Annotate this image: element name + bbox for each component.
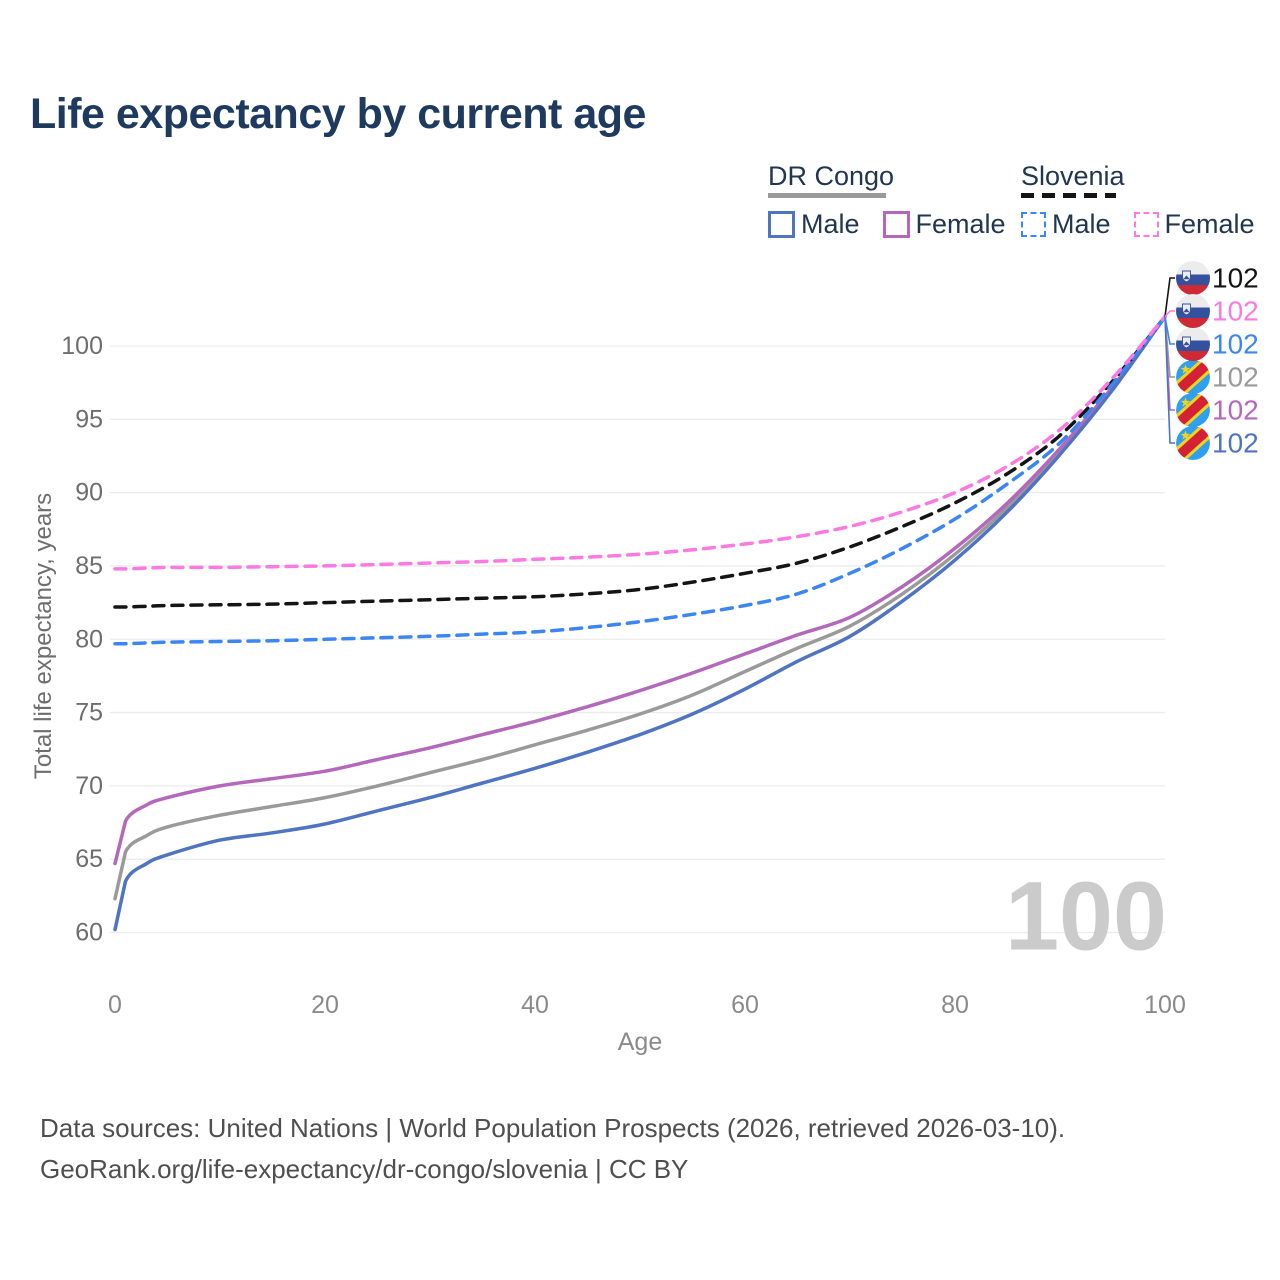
end-label-connector <box>1164 316 1175 345</box>
slovenia-flag-icon <box>1176 261 1210 295</box>
legend-group-title: Slovenia <box>1021 161 1125 191</box>
legend-item-label: Female <box>915 209 1006 239</box>
end-label-value-drc-female: 102 <box>1212 395 1259 426</box>
legend-item-label: Male <box>1052 209 1111 239</box>
legend-item-drc-female[interactable]: Female <box>882 209 1006 240</box>
legend-swatch-solid <box>882 211 910 238</box>
slovenia-flag-icon <box>1176 327 1210 361</box>
x-tick-label: 20 <box>311 991 339 1019</box>
footer-url-license: GeoRank.org/life-expectancy/dr-congo/slo… <box>40 1154 689 1184</box>
page-title: Life expectancy by current age <box>30 90 646 138</box>
dr-congo-flag-icon <box>1176 360 1210 394</box>
series-line-si-female <box>113 314 1167 571</box>
legend-group-title: DR Congo <box>768 161 895 191</box>
dr-congo-flag-icon <box>1176 393 1210 427</box>
end-label-value-drc-both: 102 <box>1212 362 1259 393</box>
series-line-drc-both <box>113 314 1167 901</box>
x-tick-label: 100 <box>1144 991 1186 1019</box>
legend-item-si-male[interactable]: Male <box>1021 209 1111 240</box>
y-tick-label: 100 <box>61 332 103 360</box>
legend-swatch-dashed <box>1021 212 1046 237</box>
end-label-value-si-male: 102 <box>1212 329 1259 360</box>
end-label-connector <box>1164 277 1175 317</box>
legend-item-label: Female <box>1164 209 1255 239</box>
legend-item-label: Male <box>801 209 860 239</box>
slovenia-flag-icon <box>1176 294 1210 328</box>
y-tick-label: 80 <box>75 625 103 653</box>
x-tick-label: 0 <box>108 991 122 1019</box>
x-axis-title: Age <box>617 1028 663 1056</box>
y-tick-label: 75 <box>75 699 103 727</box>
series-line-drc-male <box>113 314 1167 932</box>
dr-congo-flag-icon <box>1176 426 1210 460</box>
legend-underline-dashed-line <box>1021 193 1116 198</box>
y-tick-label: 70 <box>75 772 103 800</box>
x-tick-label: 60 <box>731 991 759 1019</box>
end-label-connector <box>1164 316 1175 444</box>
series-line-drc-female <box>113 314 1167 866</box>
footer-data-sources: Data sources: United Nations | World Pop… <box>40 1113 1066 1143</box>
legend-item-si-female[interactable]: Female <box>1133 209 1255 240</box>
end-label-value-si-female: 102 <box>1212 296 1259 327</box>
y-tick-label: 95 <box>75 405 103 433</box>
legend-group-dr-congo: DR Congo Male Female <box>768 162 1006 240</box>
end-label-value-drc-male: 102 <box>1212 428 1259 459</box>
footer-attribution: Data sources: United Nations | World Pop… <box>40 1108 1065 1190</box>
legend-item-drc-male[interactable]: Male <box>768 209 860 240</box>
y-tick-label: 65 <box>75 845 103 873</box>
end-label-connector <box>1164 310 1175 318</box>
series-line-si-both <box>113 314 1167 609</box>
x-tick-label: 80 <box>941 991 969 1019</box>
x-tick-label: 40 <box>521 991 549 1019</box>
legend-group-slovenia: Slovenia Male Female <box>1021 162 1255 240</box>
series-line-si-male <box>113 314 1167 646</box>
y-tick-label: 60 <box>75 919 103 947</box>
legend-swatch-dashed <box>1133 212 1159 237</box>
y-axis-title: Total life expectancy, years <box>30 492 57 780</box>
y-tick-label: 90 <box>75 479 103 507</box>
end-label-value-si-both: 102 <box>1212 263 1259 294</box>
legend-swatch-solid <box>768 211 795 238</box>
y-tick-label: 85 <box>75 552 103 580</box>
age-indicator-watermark: 100 <box>1005 862 1167 971</box>
legend-underline-solid-line <box>768 193 886 198</box>
